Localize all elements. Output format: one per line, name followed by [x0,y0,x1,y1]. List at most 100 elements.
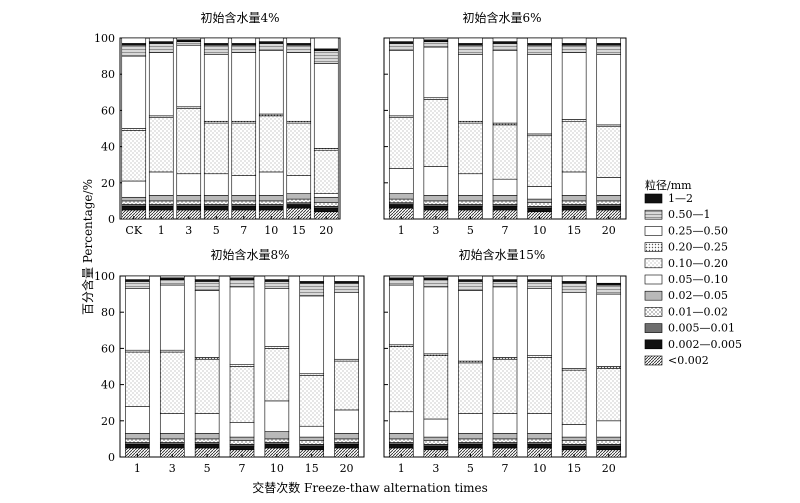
bar-segment [596,420,622,438]
bar-3 [159,275,185,458]
bar-10 [527,275,552,458]
bar-segment [527,186,552,200]
bar-segment [492,281,518,288]
bar-segment [596,440,622,445]
bar-segment [286,122,312,176]
bar-segment [176,206,202,211]
bar-segment [203,206,229,211]
bar-segment [286,175,312,194]
bar-segment [492,206,518,211]
bar-segment [458,281,483,291]
bar-1 [148,37,174,220]
legend-label: 1—2 [668,192,693,205]
bar-segment [203,200,229,205]
bar-segment [231,195,257,202]
bar-segment [388,275,414,279]
bar-segment [258,200,284,205]
legend-swatch [644,274,663,285]
x-tick-label: 15 [567,462,581,475]
bar-segment [561,275,587,282]
bar-segment [423,445,449,451]
bar-segment [596,284,622,295]
bar-segment [258,115,284,173]
bar-segment [492,200,518,205]
bar-20 [596,37,622,220]
panel-title: 初始含水量4% [200,10,279,25]
legend-item: 0.05—0.10 [644,273,728,286]
bar-segment [561,200,587,205]
legend-label: 0.005—0.01 [668,322,735,335]
bar-segment [334,360,359,411]
x-tick-label: 20 [340,462,354,475]
bar-segment [596,275,622,284]
y-tick-label: 0 [108,213,115,226]
bar-7 [229,275,255,458]
x-tick-label: 20 [602,462,616,475]
bar-segment [121,180,147,198]
legend-label: 0.02—0.05 [668,289,728,302]
bar-segment [388,438,414,443]
bar-10 [264,275,290,458]
panel-title: 初始含水量8% [210,247,289,262]
bar-segment [194,444,220,449]
bar-15 [286,37,312,220]
legend-label: 0.05—0.10 [668,273,728,286]
bar-segment [492,433,518,440]
bar-segment [258,43,284,51]
bar-segment [561,291,587,369]
bar-segment [527,433,552,440]
bar-segment [286,193,312,200]
panel-3: 初始含水量8% 0 20 40 60 80 100 1 3 5 7 10 15 20 [94,247,365,475]
bar-segment [561,171,587,196]
bar-segment [299,436,325,442]
bar-segment [148,43,174,53]
bar-segment [148,206,174,211]
bar-segment [388,168,414,194]
bar-segment [194,290,220,358]
bar-segment [176,41,202,46]
legend-item: 0.01—0.02 [644,305,728,318]
bar-segment [527,37,552,44]
bar-segment [159,438,185,443]
bar-20 [313,37,339,220]
bar-segment [176,173,202,196]
bar-segment [334,433,359,440]
y-tick-label: 80 [101,68,115,81]
bar-segment [159,413,185,434]
bar-segment [458,37,483,44]
bar-segment [596,53,622,126]
x-tick-label: 10 [533,462,547,475]
bar-segment [596,293,622,367]
bar-segment [299,425,325,438]
bar-segment [492,275,518,280]
bar-segment [313,63,339,149]
panel-frame [119,37,341,220]
bar-segment [596,177,622,196]
bar-segment [561,282,587,293]
bar-segment [286,44,312,53]
bar-15 [561,37,587,220]
legend-label: 0.50—1 [668,208,711,221]
bar-segment [286,198,312,204]
x-tick-label: 20 [319,224,333,237]
bar-7 [492,275,518,458]
bar-segment [596,37,622,44]
bar-segment [125,351,150,407]
bar-segment [299,275,325,282]
bar-segment [423,166,449,196]
legend: 粒径/mm 1—2 0.50—1 0.25—0.50 0.20—0.25 0.10—0.… [644,178,742,367]
bar-segment [194,275,220,280]
bar-segment [334,438,359,443]
bar-segment [388,411,414,434]
legend-item: 0.10—0.20 [644,257,728,270]
bar-segment [264,431,290,440]
bar-15 [299,275,325,458]
panel-title: 初始含水量15% [459,247,546,262]
bar-segment [334,291,359,360]
x-tick-label: 1 [134,462,141,475]
bar-segment [203,37,229,44]
x-tick-label: 5 [467,224,474,237]
bar-segment [231,122,257,176]
bar-segment [458,44,483,55]
